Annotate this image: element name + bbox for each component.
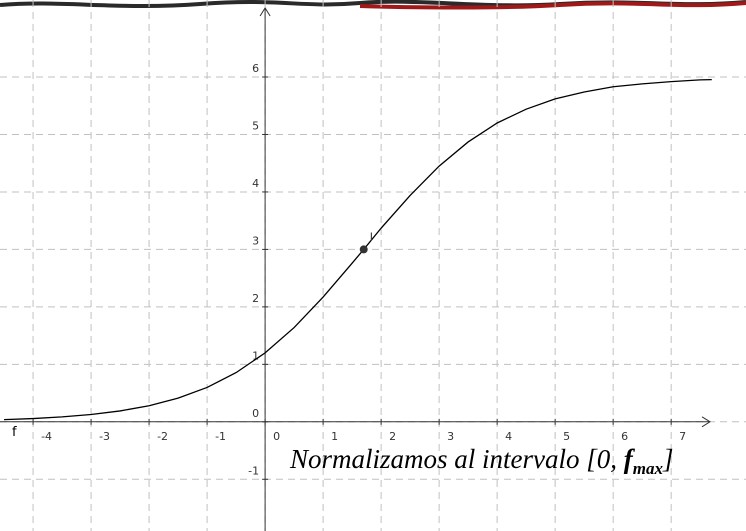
x-tick-label: -3 <box>99 430 110 443</box>
y-tick-label: 3 <box>252 234 259 247</box>
annotation-close: ] <box>662 444 674 474</box>
x-tick-label: -1 <box>215 430 226 443</box>
point <box>359 245 368 254</box>
x-tick-label: 5 <box>563 430 570 443</box>
y-tick-label: 0 <box>252 407 259 420</box>
x-tick-label: 1 <box>331 430 338 443</box>
series-label: f <box>12 425 17 440</box>
y-axis-arrow <box>259 7 271 17</box>
x-tick-label: -4 <box>41 430 52 443</box>
y-tick-label: -1 <box>248 464 259 477</box>
y-tick-label: 5 <box>252 119 259 132</box>
y-tick-label: 1 <box>252 349 259 362</box>
plot: fI <box>4 78 712 440</box>
annotation-subscript: max <box>633 459 664 478</box>
x-tick-label: 0 <box>273 430 280 443</box>
y-tick-label: 6 <box>252 62 259 75</box>
y-tick-label: 4 <box>252 177 259 190</box>
y-tick-label: 2 <box>252 292 259 305</box>
point-label: I <box>370 230 373 243</box>
x-tick-label: 2 <box>389 430 396 443</box>
annotation-text: Normalizamos al intervalo [0, <box>289 444 624 474</box>
x-tick-label: 4 <box>505 430 512 443</box>
x-axis-arrow <box>701 416 711 428</box>
annotation: Normalizamos al intervalo [0, fmax] <box>289 444 674 478</box>
x-tick-label: 6 <box>621 430 628 443</box>
x-tick-label: 3 <box>447 430 454 443</box>
decoration <box>359 1 746 10</box>
x-tick-label: -2 <box>157 430 168 443</box>
x-tick-label: 7 <box>679 430 686 443</box>
